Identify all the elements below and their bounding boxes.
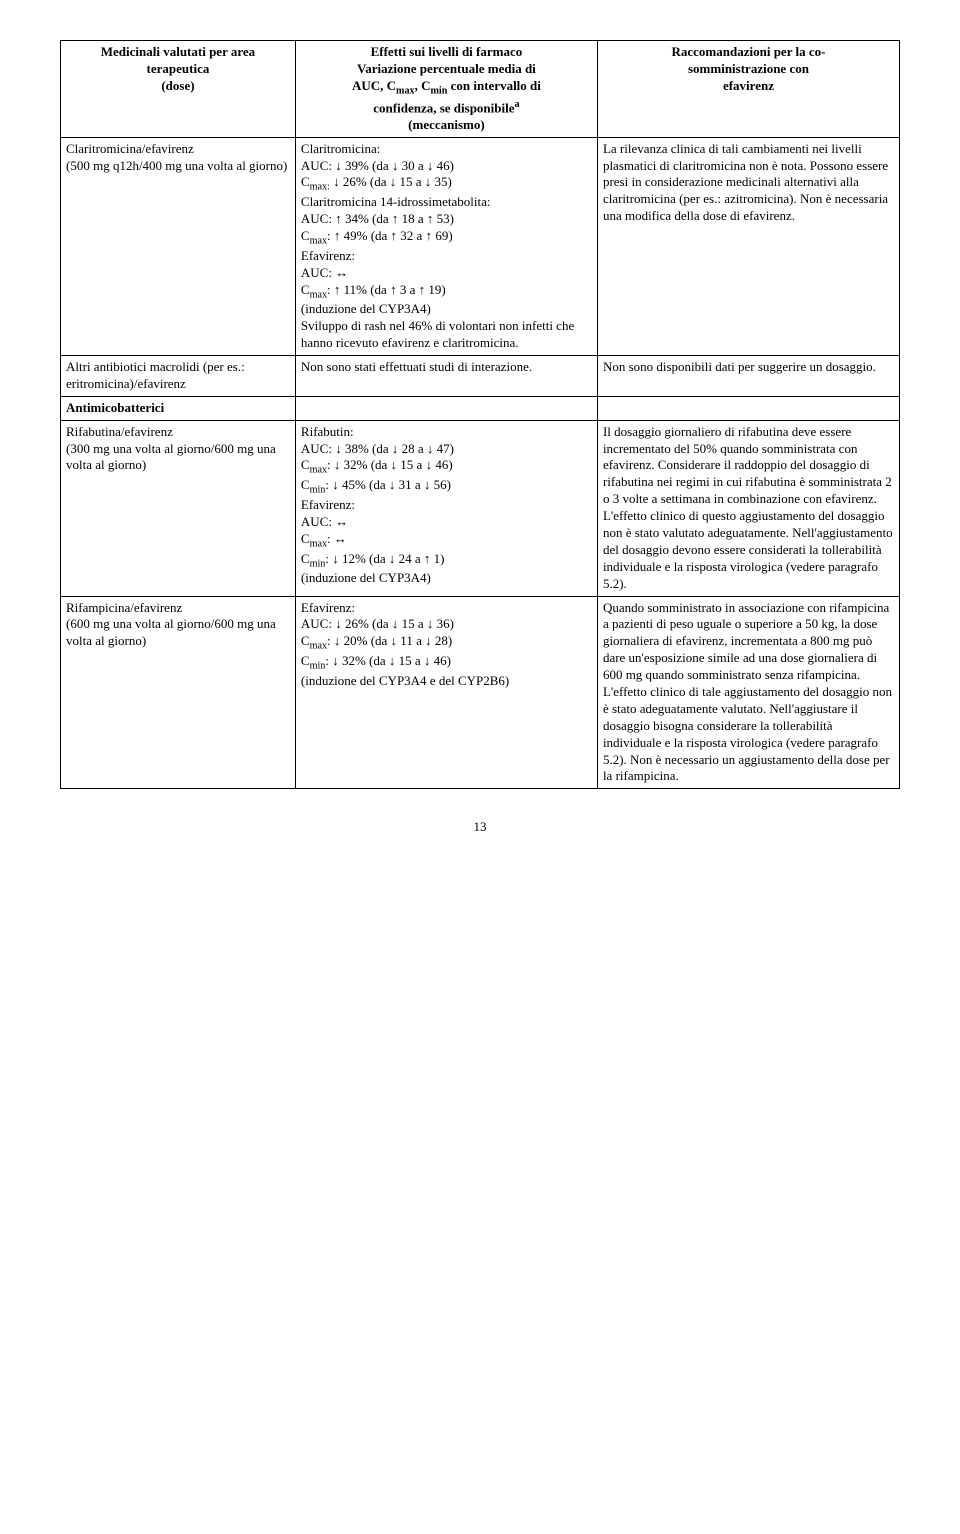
effect-text: AUC: ↓ 26% (da ↓ 15 a ↓ 36)	[301, 616, 454, 631]
section-title: Antimicobatterici	[61, 396, 296, 420]
header-text: AUC, C	[352, 78, 396, 93]
effect-text: : ↔	[327, 531, 347, 546]
drug-name: Rifabutina/efavirenz	[66, 424, 173, 439]
cell-drug: Claritromicina/efavirenz (500 mg q12h/40…	[61, 137, 296, 355]
header-text: Medicinali valutati per area	[101, 44, 255, 59]
effect-text: ↓ 26% (da ↓ 15 a ↓ 35)	[330, 174, 452, 189]
effect-text: AUC: ↑ 34% (da ↑ 18 a ↑ 53)	[301, 211, 454, 226]
cell-drug: Rifabutina/efavirenz (300 mg una volta a…	[61, 420, 296, 596]
header-text: , C	[415, 78, 431, 93]
header-col3: Raccomandazioni per la co- somministrazi…	[597, 41, 899, 138]
subscript: max	[310, 538, 327, 549]
header-text: somministrazione con	[688, 61, 809, 76]
table-row: Rifampicina/efavirenz (600 mg una volta …	[61, 596, 900, 789]
effect-text: C	[301, 174, 310, 189]
effect-text: (induzione del CYP3A4 e del CYP2B6)	[301, 673, 509, 688]
effect-text: AUC: ↔	[301, 514, 348, 529]
header-text: terapeutica	[147, 61, 210, 76]
superscript: a	[515, 99, 520, 110]
empty-cell	[597, 396, 899, 420]
effect-text: AUC: ↔	[301, 265, 348, 280]
drug-name: Rifampicina/efavirenz	[66, 600, 182, 615]
dose-text: (600 mg una volta al giorno/600 mg una v…	[66, 616, 276, 648]
effect-text: Efavirenz:	[301, 248, 355, 263]
header-text: Effetti sui livelli di farmaco	[371, 44, 523, 59]
effect-text: C	[301, 633, 310, 648]
effect-text: Efavirenz:	[301, 600, 355, 615]
effect-text: : ↓ 32% (da ↓ 15 a ↓ 46)	[327, 457, 453, 472]
effect-text: : ↓ 32% (da ↓ 15 a ↓ 46)	[325, 653, 451, 668]
subscript: min	[310, 558, 326, 569]
dose-text: (300 mg una volta al giorno/600 mg una v…	[66, 441, 276, 473]
cell-recommendation: Il dosaggio giornaliero di rifabutina de…	[597, 420, 899, 596]
header-text: Variazione percentuale media di	[357, 61, 536, 76]
effect-text: AUC: ↓ 39% (da ↓ 30 a ↓ 46)	[301, 158, 454, 173]
table-header-row: Medicinali valutati per area terapeutica…	[61, 41, 900, 138]
subscript: max	[310, 236, 327, 247]
header-text: Raccomandazioni per la co-	[672, 44, 826, 59]
effect-text: : ↑ 49% (da ↑ 32 a ↑ 69)	[327, 228, 453, 243]
cell-drug: Rifampicina/efavirenz (600 mg una volta …	[61, 596, 296, 789]
subscript: max	[310, 641, 327, 652]
table-section-header: Antimicobatterici	[61, 396, 900, 420]
effect-text: C	[301, 477, 310, 492]
effect-text: C	[301, 653, 310, 668]
effect-text: : ↓ 20% (da ↓ 11 a ↓ 28)	[327, 633, 452, 648]
effect-text: : ↓ 45% (da ↓ 31 a ↓ 56)	[325, 477, 451, 492]
header-text: con intervallo di	[447, 78, 541, 93]
effect-text: Sviluppo di rash nel 46% di volontari no…	[301, 318, 574, 350]
header-text: efavirenz	[723, 78, 774, 93]
cell-recommendation: Quando somministrato in associazione con…	[597, 596, 899, 789]
subscript: max	[310, 289, 327, 300]
effect-text: C	[301, 282, 310, 297]
effect-text: : ↓ 12% (da ↓ 24 a ↑ 1)	[325, 551, 444, 566]
cell-recommendation: Non sono disponibili dati per suggerire …	[597, 355, 899, 396]
subscript: max	[310, 465, 327, 476]
effect-text: Efavirenz:	[301, 497, 355, 512]
effect-text: Claritromicina 14-idrossimetabolita:	[301, 194, 491, 209]
table-row: Altri antibiotici macrolidi (per es.: er…	[61, 355, 900, 396]
dose-text: (500 mg q12h/400 mg una volta al giorno)	[66, 158, 287, 173]
header-text: confidenza, se disponibile	[373, 100, 514, 115]
effect-text: Claritromicina:	[301, 141, 380, 156]
cell-recommendation: La rilevanza clinica di tali cambiamenti…	[597, 137, 899, 355]
subscript: max	[396, 85, 415, 96]
drug-interaction-table: Medicinali valutati per area terapeutica…	[60, 40, 900, 789]
effect-text: (induzione del CYP3A4)	[301, 570, 431, 585]
cell-effects: Non sono stati effettuati studi di inter…	[295, 355, 597, 396]
cell-effects: Efavirenz: AUC: ↓ 26% (da ↓ 15 a ↓ 36) C…	[295, 596, 597, 789]
effect-text: C	[301, 457, 310, 472]
header-col1: Medicinali valutati per area terapeutica…	[61, 41, 296, 138]
header-text: (dose)	[161, 78, 194, 93]
empty-cell	[295, 396, 597, 420]
effect-text: C	[301, 551, 310, 566]
table-row: Claritromicina/efavirenz (500 mg q12h/40…	[61, 137, 900, 355]
header-text: (meccanismo)	[408, 117, 485, 132]
effect-text: C	[301, 228, 310, 243]
effect-text: Rifabutin:	[301, 424, 354, 439]
header-col2: Effetti sui livelli di farmaco Variazion…	[295, 41, 597, 138]
table-row: Rifabutina/efavirenz (300 mg una volta a…	[61, 420, 900, 596]
subscript: min	[310, 661, 326, 672]
effect-text: C	[301, 531, 310, 546]
cell-effects: Rifabutin: AUC: ↓ 38% (da ↓ 28 a ↓ 47) C…	[295, 420, 597, 596]
subscript: min	[430, 85, 447, 96]
drug-name: Claritromicina/efavirenz	[66, 141, 194, 156]
effect-text: : ↑ 11% (da ↑ 3 a ↑ 19)	[327, 282, 446, 297]
subscript: max:	[310, 182, 330, 193]
effect-text: AUC: ↓ 38% (da ↓ 28 a ↓ 47)	[301, 441, 454, 456]
subscript: min	[310, 485, 326, 496]
cell-drug: Altri antibiotici macrolidi (per es.: er…	[61, 355, 296, 396]
cell-effects: Claritromicina: AUC: ↓ 39% (da ↓ 30 a ↓ …	[295, 137, 597, 355]
effect-text: (induzione del CYP3A4)	[301, 301, 431, 316]
page-number: 13	[60, 819, 900, 835]
recommendation-text: La rilevanza clinica di tali cambiamenti…	[603, 141, 888, 224]
